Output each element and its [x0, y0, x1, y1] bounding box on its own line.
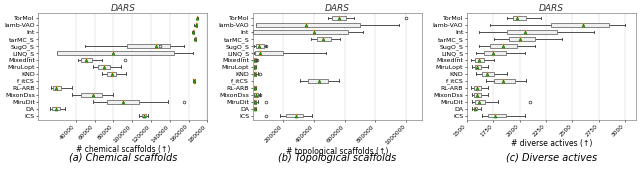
Bar: [494, 79, 515, 83]
X-axis label: # chemical scaffolds (↑): # chemical scaffolds (↑): [76, 145, 170, 154]
Bar: [308, 79, 328, 83]
Bar: [193, 30, 194, 34]
Bar: [474, 86, 481, 90]
Bar: [490, 44, 518, 48]
Bar: [57, 51, 175, 55]
Bar: [286, 114, 303, 117]
Bar: [255, 23, 360, 27]
Bar: [255, 44, 264, 48]
Bar: [551, 23, 609, 27]
Bar: [253, 107, 255, 110]
Text: (b) Topological scaffolds: (b) Topological scaffolds: [278, 153, 396, 163]
Bar: [254, 86, 255, 90]
X-axis label: # topological scaffolds (↑): # topological scaffolds (↑): [286, 147, 388, 156]
Bar: [53, 86, 61, 90]
Bar: [52, 107, 60, 110]
Title: DARS: DARS: [110, 4, 135, 13]
Title: DARS: DARS: [539, 4, 564, 13]
Bar: [484, 51, 506, 55]
Bar: [253, 30, 348, 34]
Text: (a) Chemical scaffolds: (a) Chemical scaffolds: [68, 153, 177, 163]
Bar: [254, 72, 257, 76]
Bar: [488, 114, 506, 117]
Bar: [474, 107, 477, 110]
Bar: [254, 58, 255, 62]
X-axis label: # diverse actives (↑): # diverse actives (↑): [511, 139, 592, 148]
Bar: [254, 100, 257, 104]
Bar: [509, 37, 536, 41]
Bar: [475, 65, 481, 69]
Bar: [194, 79, 195, 83]
Bar: [107, 72, 116, 76]
Bar: [475, 100, 484, 104]
Bar: [481, 72, 494, 76]
Bar: [507, 30, 557, 34]
Bar: [332, 16, 346, 20]
Bar: [476, 58, 484, 62]
Title: DARS: DARS: [324, 4, 349, 13]
Bar: [107, 100, 139, 104]
Bar: [317, 37, 331, 41]
Text: (c) Diverse actives: (c) Diverse actives: [506, 153, 597, 163]
Bar: [254, 65, 255, 69]
Bar: [99, 65, 109, 69]
Bar: [81, 93, 102, 97]
Bar: [474, 93, 481, 97]
Bar: [254, 93, 258, 97]
Bar: [141, 114, 146, 117]
Bar: [195, 37, 196, 41]
Bar: [255, 51, 284, 55]
Bar: [513, 16, 526, 20]
Bar: [81, 58, 92, 62]
Bar: [127, 44, 170, 48]
